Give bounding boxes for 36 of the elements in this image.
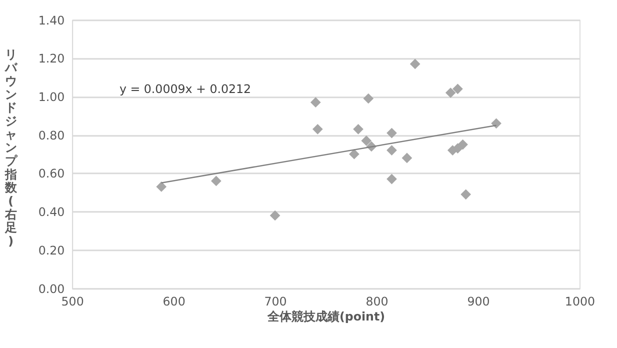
x-tick-label: 1000: [564, 294, 596, 309]
y-tick-label: 1.40: [38, 13, 65, 28]
x-tick-label: 600: [162, 294, 186, 309]
point: [210, 176, 222, 186]
annotation: y = 0.0009x + 0.0212: [119, 82, 252, 96]
point: [361, 136, 372, 146]
y-tick-label: 0.20: [38, 243, 65, 258]
point: [156, 182, 167, 192]
point: [349, 148, 360, 160]
point: [312, 124, 323, 134]
point: [386, 174, 397, 184]
point: [458, 139, 468, 150]
point: [353, 124, 364, 134]
y-tick-label: 0.00: [38, 282, 65, 296]
y-tick-label: 1.20: [38, 52, 65, 66]
x-axis-title: 全体競技成績(point): [266, 309, 386, 324]
point: [460, 189, 471, 200]
x-tick-label: 900: [467, 294, 490, 309]
y-tick-label: 0.60: [38, 166, 65, 181]
point: [270, 210, 280, 221]
point: [386, 128, 397, 138]
point: [310, 97, 321, 108]
point: [363, 93, 374, 104]
x-tick-label: 800: [366, 294, 388, 309]
y-tick-label: 1.00: [38, 90, 65, 104]
y-tick-label: 0.40: [38, 205, 65, 220]
y-tick-label: 0.80: [38, 128, 65, 142]
x-tick-label: 500: [61, 294, 84, 309]
point: [445, 88, 456, 98]
point: [402, 152, 412, 164]
x-tick-label: 700: [264, 294, 287, 309]
point: [452, 84, 463, 94]
text: リバウンドジャンプ指数(右足): [4, 47, 17, 248]
point: [386, 145, 397, 156]
point: [491, 118, 502, 129]
point: [410, 58, 420, 70]
